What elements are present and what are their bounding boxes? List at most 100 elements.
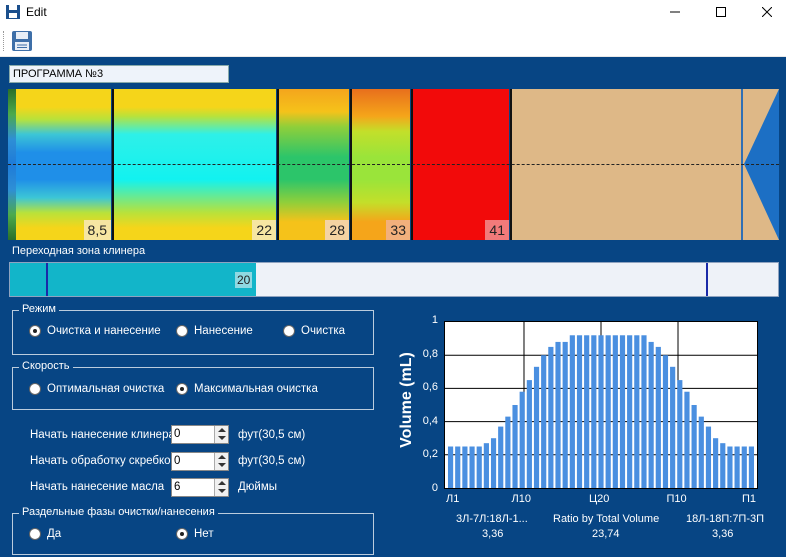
chart-bar [533,366,540,488]
transition-start-marker[interactable] [46,263,48,296]
chart-bar [455,446,461,488]
heatmap-center-line [8,164,779,165]
start-cleaner-unit: фут(30,5 см) [238,429,306,441]
title-bar: Edit [0,0,790,24]
chart-y-tick: 1 [431,314,438,326]
chart-bar [684,391,690,488]
chart-bar [490,438,497,488]
volume-chart: Volume (mL) 0 0,2 0,4 0,6 0,8 1 Л1 Л10 Ц20 П10 П1… [390,309,780,549]
chart-bar [727,446,733,488]
chart-bar [569,335,575,488]
transition-fill [10,263,256,296]
close-icon [762,7,772,17]
chart-bar [548,346,554,488]
start-cleaner-spinner[interactable]: 0 [171,425,229,444]
radio-icon [176,528,188,540]
transition-value: 20 [235,272,253,288]
chart-bar [541,355,547,488]
chart-bar [705,426,712,488]
segment-value: 28 [325,220,349,240]
spinner-arrows[interactable] [214,426,228,443]
footer-right-value: 3,36 [712,528,734,540]
chart-y-tick: 0,6 [422,381,438,394]
segment-value: 41 [485,220,509,240]
mode-option-apply[interactable]: Нанесение [176,325,253,337]
chart-bar [526,380,532,488]
spinner-arrows[interactable] [214,479,228,496]
chart-x-tick: Ц20 [589,493,610,505]
chart-x-tick: Л1 [446,493,460,505]
mode-option-clean[interactable]: Очистка [283,325,345,337]
window-border [786,24,790,557]
mode-group: Режим Очистка и нанесение Нанесение Очис… [12,303,374,355]
chart-bar [662,355,669,488]
mode-group-title: Режим [19,303,59,315]
chart-bar [476,446,482,488]
app-save-icon [6,5,20,19]
radio-icon [176,325,188,337]
chart-x-tick: П10 [666,493,687,505]
chart-bar [648,341,654,488]
chart-bar [462,446,468,488]
spinner-arrows[interactable] [214,453,228,470]
chart-bar [584,335,590,488]
chart-x-tick: П1 [742,493,757,505]
radio-icon [29,325,41,337]
chart-bar [713,438,719,488]
chart-bar [691,405,697,488]
chart-x-tick: Л10 [511,493,531,505]
split-option-no[interactable]: Нет [176,528,214,540]
chart-bar [498,426,504,488]
start-cleaner-label: Начать нанесение клинера [30,429,175,441]
oil-pattern-heatmap: 8,5 22 28 33 41 [8,89,779,240]
start-oil-label: Начать нанесение масла [30,481,165,493]
chart-bar [720,443,726,488]
close-button[interactable] [744,0,790,24]
split-option-yes[interactable]: Да [29,528,61,540]
chart-bar [741,446,747,488]
segment-value: 22 [252,220,276,240]
transition-zone-slider[interactable]: 20 [9,262,779,297]
maximize-button[interactable] [698,0,744,24]
toolbar-grip[interactable] [3,31,6,51]
radio-icon [29,383,41,395]
chart-bar [641,335,647,488]
chart-bar [576,335,583,488]
chart-bar [505,416,511,488]
speed-option-optimal[interactable]: Оптимальная очистка [29,383,164,395]
program-name-input[interactable] [9,65,229,83]
footer-left-value: 3,36 [482,528,504,540]
chart-bar [698,416,704,488]
start-squeegee-unit: фут(30,5 см) [238,455,306,467]
chart-bar [591,335,597,488]
speed-option-max[interactable]: Максимальная очистка [176,383,318,395]
main-panel: 8,5 22 28 33 41 Переходная зона клинера … [0,57,786,557]
toolbar [0,26,786,57]
save-icon[interactable] [10,29,34,53]
radio-icon [29,528,41,540]
chart-bar [447,446,454,488]
chart-y-axis-label: Volume (mL) [398,352,415,448]
chart-bar [555,341,561,488]
chart-bar [619,335,626,488]
minimize-button[interactable] [652,0,698,24]
chart-bar [748,446,755,488]
maximize-icon [716,7,726,17]
chart-plot-area [444,321,758,489]
radio-icon [176,383,188,395]
start-oil-unit: Дюймы [238,481,278,493]
minimize-icon [670,11,680,13]
start-squeegee-spinner[interactable]: 0 [171,452,229,471]
chart-bar [519,391,525,488]
chart-y-tick: 0,4 [422,414,438,427]
chart-bar [469,446,475,488]
chart-bar [612,335,618,488]
transition-end-marker[interactable] [706,263,708,296]
chart-y-tick: 0 [431,482,438,494]
footer-center-label: Ratio by Total Volume [553,513,660,525]
footer-right-label: 18Л-18П:7П-3П [686,513,765,525]
mode-option-clean-apply[interactable]: Очистка и нанесение [29,325,161,337]
chart-bar [562,341,568,488]
start-oil-spinner[interactable]: 6 [171,478,229,497]
chart-bar [605,335,611,488]
